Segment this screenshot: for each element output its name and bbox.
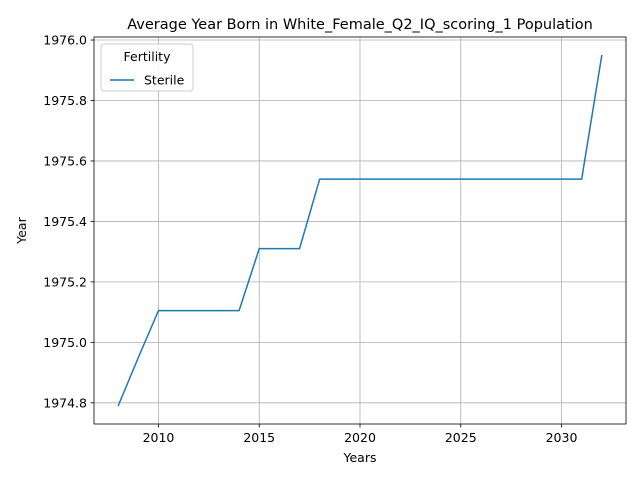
chart-title: Average Year Born in White_Female_Q2_IQ_…: [127, 17, 593, 33]
y-tick-label: 1975.0: [43, 335, 87, 350]
series-layer: [117, 55, 603, 407]
y-tick-label: 1975.6: [43, 153, 87, 168]
y-tick-label: 1975.2: [43, 274, 87, 289]
x-tick-label: 2020: [344, 430, 376, 445]
x-axis: 2010 2015 2020 2025 2030: [143, 424, 578, 445]
y-axis-label: Year: [14, 216, 29, 244]
y-tick-label: 1974.8: [43, 395, 87, 410]
x-tick-label: 2025: [445, 430, 477, 445]
y-tick-label: 1975.8: [43, 93, 87, 108]
grid: [94, 37, 626, 424]
x-tick-label: 2010: [143, 430, 175, 445]
y-tick-label: 1975.4: [43, 214, 87, 229]
y-axis: 1974.8 1975.0 1975.2 1975.4 1975.6 1975.8 1976…: [43, 33, 94, 410]
legend: Fertility Sterile: [100, 43, 194, 92]
y-tick-label: 1976.0: [43, 33, 87, 48]
legend-label-sterile: Sterile: [144, 73, 185, 88]
x-tick-label: 2015: [243, 430, 275, 445]
x-tick-label: 2030: [546, 430, 578, 445]
x-axis-label: Years: [343, 450, 377, 465]
legend-title: Fertility: [124, 49, 172, 64]
series-line-sterile: [117, 55, 603, 407]
